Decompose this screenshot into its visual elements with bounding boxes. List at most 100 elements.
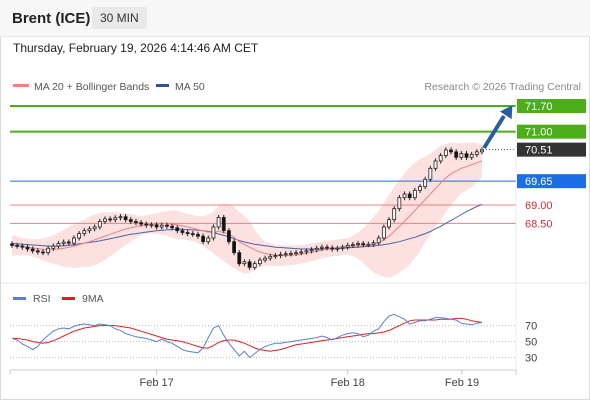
legend-swatch-ma20: [13, 84, 29, 87]
candle: [144, 221, 149, 228]
candle-body-up: [61, 241, 66, 244]
level-label-0: 71.70: [517, 99, 586, 113]
candle-body-up: [345, 244, 350, 248]
candle-body-up: [289, 252, 293, 255]
candle: [108, 216, 113, 223]
candle: [340, 244, 345, 251]
legend-label-ma20: MA 20 + Bollinger Bands: [34, 81, 149, 93]
candle-body-down: [123, 216, 128, 221]
candle-body-up: [294, 252, 298, 255]
candle: [319, 244, 324, 251]
candle-body-up: [283, 253, 288, 256]
candle-body-down: [190, 233, 195, 236]
candle: [299, 249, 304, 256]
candle: [433, 158, 438, 171]
level-label-text: 71.70: [525, 101, 553, 113]
candle: [118, 214, 123, 221]
candle-body-up: [309, 249, 314, 252]
candle-body-down: [407, 193, 412, 199]
candle: [30, 246, 35, 254]
candle: [278, 251, 283, 259]
candle-body-up: [443, 149, 448, 156]
candle: [474, 149, 479, 157]
candle-body-up: [268, 255, 273, 259]
candle: [325, 244, 329, 251]
candle-body-down: [449, 149, 453, 153]
candle: [273, 253, 278, 259]
instrument-title: Brent (ICE): [12, 10, 91, 27]
candle-body-up: [242, 261, 247, 265]
candle-body-down: [464, 153, 469, 158]
candle-body-up: [474, 151, 479, 155]
candle-body-down: [185, 232, 190, 235]
price-plot: 71.70 71.00 70.51 69.65 69.00 68.50: [0, 95, 590, 370]
candle: [361, 240, 366, 248]
candle-body-down: [108, 218, 113, 221]
candle: [402, 191, 407, 201]
ma50-line: [11, 203, 483, 250]
candle: [304, 248, 309, 255]
level-label-2: 70.51: [517, 142, 586, 157]
candle-body-up: [423, 178, 428, 188]
candle: [252, 261, 257, 270]
candle-body-down: [196, 233, 200, 237]
candle-body-down: [325, 246, 329, 249]
candle: [201, 233, 205, 245]
candle: [350, 242, 355, 248]
candle: [211, 224, 216, 241]
legend-swatch-rsi: [13, 297, 26, 300]
candle-body-up: [335, 247, 340, 250]
candle-body-up: [459, 153, 464, 158]
candle-body-down: [25, 246, 30, 250]
candle-body-down: [201, 235, 205, 243]
candle: [216, 214, 221, 230]
candle-body-down: [41, 251, 45, 254]
candle-body-up: [299, 251, 304, 254]
candle-body-up: [149, 224, 154, 227]
candle: [139, 220, 144, 227]
candle-body-down: [361, 243, 366, 246]
candle-body-up: [87, 228, 92, 232]
rsi-tick-label: 50: [525, 337, 537, 349]
candle-body-up: [402, 193, 407, 199]
candle: [175, 225, 180, 234]
candle: [190, 231, 195, 237]
candle: [381, 224, 386, 241]
candle-body-up: [113, 217, 118, 221]
x-tick-label: Feb 18: [331, 377, 365, 389]
candle: [335, 245, 340, 252]
candle-body-up: [206, 237, 211, 243]
candle: [66, 239, 71, 246]
candle-body-down: [330, 247, 335, 250]
candle: [103, 216, 107, 225]
candle-body-down: [128, 219, 133, 222]
candle: [149, 222, 154, 228]
candle-body-up: [387, 219, 391, 228]
candle-body-up: [418, 186, 422, 191]
x-tick-label: Feb 17: [139, 377, 173, 389]
candle-body-up: [103, 218, 107, 222]
level-label-text: 69.65: [525, 176, 553, 188]
candle: [92, 224, 97, 232]
candle: [46, 245, 51, 256]
candle: [366, 241, 371, 248]
candle: [459, 151, 464, 160]
level-label-box: [517, 124, 586, 139]
timeframe-button[interactable]: 30 MIN: [92, 7, 147, 29]
candle-body-down: [139, 222, 144, 225]
candle: [72, 235, 76, 246]
candle: [263, 255, 267, 263]
candle: [480, 147, 484, 155]
rsi-tick-label: 30: [525, 353, 537, 365]
credit-text: Research © 2026 Trading Central: [424, 81, 581, 93]
candle: [268, 253, 273, 261]
candle: [51, 243, 56, 251]
candle: [356, 240, 360, 248]
candle-body-down: [15, 244, 20, 247]
candle: [289, 250, 293, 257]
candle: [258, 257, 262, 267]
candle-body-down: [170, 225, 175, 229]
candle: [35, 248, 40, 255]
candle: [237, 250, 242, 267]
candle-body-down: [221, 217, 226, 232]
